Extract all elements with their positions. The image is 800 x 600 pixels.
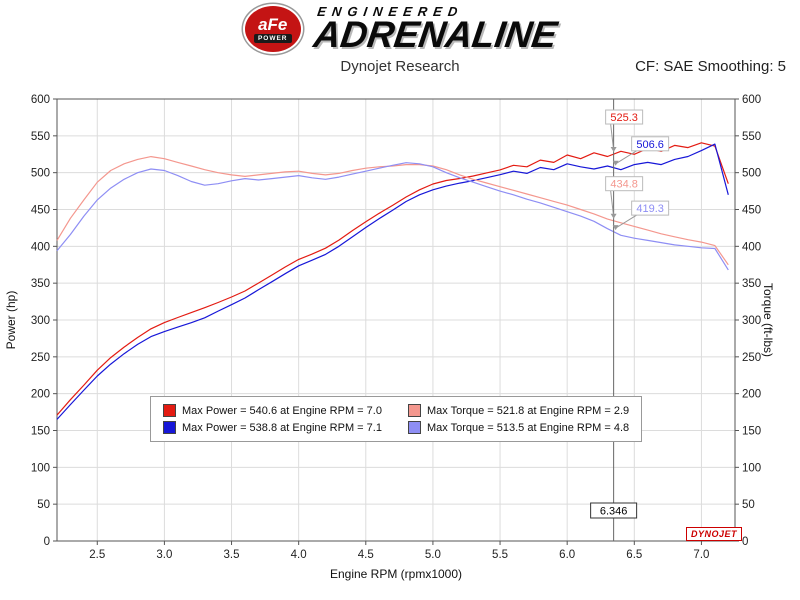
legend-label: Max Torque = 513.5 at Engine RPM = 4.8 [426,421,630,434]
tick-label-x: 6.0 [559,549,575,561]
y-axis-label-left: Power (hp) [4,291,18,350]
legend-item: Max Power = 540.6 at Engine RPM = 7.0 [163,404,382,417]
afe-power-logo: aFe POWER [242,4,303,54]
cursor-rpm-value: 6.346 [600,506,628,518]
tick-label-y-left: 350 [31,278,50,290]
tick-label-y-left: 250 [31,352,50,364]
tick-label-x: 6.5 [626,549,642,561]
readout-box [605,109,644,125]
legend-label: Max Torque = 521.8 at Engine RPM = 2.9 [426,404,630,417]
tick-label-y-right: 200 [742,389,761,401]
tick-label-y-right: 500 [742,168,761,180]
tick-label-x: 3.5 [224,549,240,561]
tick-label-y-left: 150 [31,426,50,438]
correction-factor-label: CF: SAE Smoothing: 5 [635,58,786,75]
tick-label-y-right: 550 [742,131,761,143]
legend-swatch [407,404,421,417]
tick-label-y-left: 50 [37,499,50,511]
engineered-adrenaline-logo: ENGINEERED ADRENALINE [310,4,560,56]
afe-logo-power-text: POWER [253,33,292,43]
readout-box [605,176,644,192]
tick-label-y-left: 550 [31,131,50,143]
y-axis-label-right: Torque (ft-lbs) [761,283,775,357]
series-line-0 [56,142,729,416]
tick-label-y-right: 600 [742,94,761,106]
tick-label-y-left: 400 [31,241,50,253]
readout-arrow [612,225,619,231]
readout-leader [610,190,615,217]
series-line-3 [56,162,729,271]
legend-swatch [163,404,176,417]
readout-value: 434.8 [610,179,638,191]
series-line-2 [56,155,729,266]
readout-arrow [610,147,617,153]
readout-leader [610,123,615,151]
afe-logo-text: aFe [258,14,288,34]
tick-label-y-left: 0 [44,536,50,548]
tick-label-y-left: 600 [31,94,50,106]
readout-value: 419.3 [636,203,664,215]
tick-label-y-right: 450 [742,205,761,217]
readout-arrow [610,213,617,219]
brand-header: aFe POWER ENGINEERED ADRENALINE [0,2,800,56]
tick-label-x: 2.5 [89,549,105,561]
dyno-chart[interactable]: 2.5 3.0 3.5 4.0 4.5 5.0 5.5 6.0 6.5 7.0 0 0 50 50 100 1… [0,84,800,600]
legend-label: Max Power = 538.8 at Engine RPM = 7.1 [182,421,382,434]
tick-label-y-right: 250 [742,352,761,364]
tick-label-y-left: 500 [31,168,50,180]
tick-label-x: 5.5 [492,549,508,561]
x-axis-label: Engine RPM (rpmx1000) [330,567,462,581]
readout-box [631,136,670,152]
tick-label-x: 7.0 [693,549,709,561]
tick-label-y-left: 450 [31,205,50,217]
logo-adrenaline-text: ADRENALINE [310,14,560,56]
legend-swatch [163,421,176,434]
cursor-rpm-box [590,502,638,519]
tick-label-y-right: 300 [742,315,761,327]
tick-label-y-right: 50 [742,499,755,511]
readout-value: 525.3 [610,112,638,124]
chart-legend: Max Power = 540.6 at Engine RPM = 7.0 Max… [150,396,643,442]
tick-label-y-left: 100 [31,462,50,474]
tick-label-y-right: 350 [742,278,761,290]
readout-value: 506.6 [636,139,664,151]
readout-leader [615,214,637,229]
legend-item: Max Power = 538.8 at Engine RPM = 7.1 [163,421,382,434]
legend-label: Max Power = 540.6 at Engine RPM = 7.0 [182,404,382,417]
readout-leader [615,150,637,165]
legend-item: Max Torque = 513.5 at Engine RPM = 4.8 [407,421,630,434]
tick-label-y-left: 300 [31,315,50,327]
tick-label-y-right: 400 [742,241,761,253]
tick-label-x: 3.0 [156,549,172,561]
legend-item: Max Torque = 521.8 at Engine RPM = 2.9 [407,404,630,417]
series-line-1 [56,143,729,420]
tick-label-x: 4.5 [358,549,374,561]
legend-swatch [407,421,421,434]
dyno-chart-area: 2.5 3.0 3.5 4.0 4.5 5.0 5.5 6.0 6.5 7.0 0 0 50 50 100 1… [0,84,800,600]
tick-label-y-right: 0 [742,536,748,548]
chart-title: Dynojet Research [340,58,460,75]
tick-label-x: 5.0 [425,549,441,561]
tick-label-x: 4.0 [291,549,307,561]
readout-arrow [612,160,619,166]
tick-label-y-right: 100 [742,462,761,474]
dynojet-logo: DYNOJET [686,527,743,541]
tick-label-y-right: 150 [742,426,761,438]
tick-label-y-left: 200 [31,389,50,401]
readout-box [631,200,670,216]
